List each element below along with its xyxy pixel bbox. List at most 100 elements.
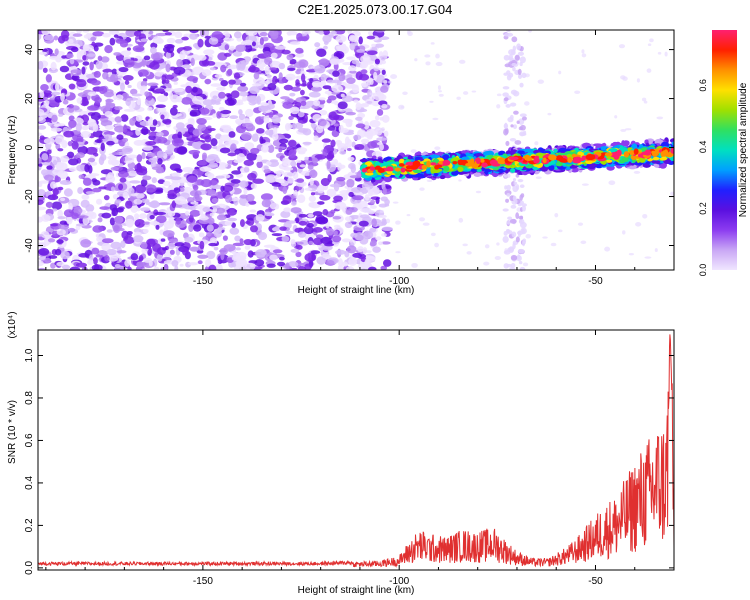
noise-blob	[330, 30, 337, 35]
faint-blob	[435, 61, 443, 67]
faint-blob	[670, 191, 674, 196]
noise-blob	[170, 176, 182, 181]
noise-blob	[298, 213, 307, 218]
noise-blob	[207, 189, 216, 195]
noise-blob	[247, 66, 260, 73]
noise-blob	[310, 86, 323, 92]
noise-blob	[211, 198, 219, 204]
noise-blob	[220, 79, 229, 87]
noise-blob	[352, 195, 364, 201]
noise-blob	[278, 147, 283, 153]
noise-blob	[222, 235, 228, 241]
noise-blob	[290, 86, 301, 92]
noise-blob	[63, 188, 73, 197]
faint-blob	[392, 201, 399, 204]
noise-blob	[363, 60, 375, 65]
noise-blob	[68, 227, 76, 233]
noise-blob	[132, 45, 145, 53]
faint-blob	[577, 222, 584, 226]
noise-blob	[236, 251, 247, 260]
noise-blob	[288, 149, 296, 158]
noise-blob	[162, 247, 168, 251]
noise-blob	[181, 96, 193, 105]
noise-blob	[71, 141, 79, 150]
noise-blob	[283, 84, 293, 91]
noise-blob	[71, 74, 80, 81]
faint-blob	[462, 243, 468, 247]
noise-blob	[56, 228, 66, 236]
faint-blob	[456, 96, 461, 100]
noise-blob	[272, 249, 283, 254]
noise-blob	[333, 182, 340, 192]
noise-blob	[204, 35, 211, 39]
noise-blob	[126, 47, 132, 51]
noise-blob	[258, 231, 268, 241]
noise-blob	[220, 64, 227, 73]
noise-blob	[53, 35, 59, 41]
noise-blob	[308, 202, 315, 208]
stripe-blob	[505, 198, 510, 203]
noise-blob	[56, 261, 65, 267]
noise-blob	[366, 128, 378, 136]
stripe-blob	[517, 74, 523, 79]
noise-blob	[166, 37, 176, 44]
noise-blob	[279, 256, 285, 261]
noise-blob	[304, 252, 317, 262]
noise-blob	[234, 235, 241, 242]
noise-blob	[254, 259, 265, 267]
noise-blob	[344, 216, 352, 221]
noise-blob	[202, 99, 214, 106]
noise-blob	[38, 267, 46, 270]
noise-blob	[379, 116, 384, 121]
noise-blob	[160, 238, 166, 242]
noise-blob	[38, 157, 42, 164]
noise-blob	[329, 161, 338, 165]
noise-blob	[308, 91, 321, 98]
noise-blob	[140, 38, 149, 42]
stripe-blob	[513, 181, 518, 186]
noise-blob	[190, 57, 195, 67]
noise-blob	[380, 196, 388, 202]
noise-blob	[63, 130, 75, 138]
noise-blob	[85, 191, 95, 195]
noise-blob	[266, 212, 275, 217]
noise-blob	[136, 261, 145, 268]
signal-blob	[475, 153, 484, 158]
noise-blob	[348, 35, 359, 43]
noise-blob	[91, 178, 98, 183]
noise-blob	[202, 206, 211, 213]
noise-blob	[57, 148, 64, 152]
noise-blob	[285, 220, 297, 224]
noise-blob	[263, 168, 271, 174]
noise-blob	[217, 223, 223, 228]
noise-blob	[38, 125, 47, 130]
faint-blob	[462, 91, 469, 95]
noise-blob	[229, 45, 235, 51]
noise-blob	[295, 251, 302, 258]
noise-blob	[367, 141, 377, 149]
noise-blob	[381, 103, 388, 109]
noise-blob	[124, 141, 130, 148]
faint-blob	[534, 141, 539, 146]
noise-blob	[88, 254, 94, 261]
noise-blob	[157, 95, 168, 103]
stripe-blob	[520, 227, 527, 235]
noise-blob	[273, 225, 281, 232]
noise-blob	[114, 199, 122, 204]
noise-blob	[61, 264, 71, 270]
noise-blob	[87, 105, 99, 111]
noise-blob	[123, 124, 128, 133]
noise-blob	[101, 212, 112, 219]
noise-blob	[378, 214, 387, 219]
noise-blob	[256, 128, 265, 134]
signal-blob	[457, 166, 464, 173]
noise-blob	[39, 51, 48, 55]
faint-blob	[370, 205, 377, 209]
noise-blob	[140, 241, 148, 249]
noise-blob	[371, 218, 377, 227]
noise-blob	[345, 208, 353, 215]
noise-blob	[313, 135, 319, 142]
faint-blob	[535, 176, 542, 180]
stripe-blob	[521, 203, 528, 207]
noise-blob	[290, 160, 297, 167]
